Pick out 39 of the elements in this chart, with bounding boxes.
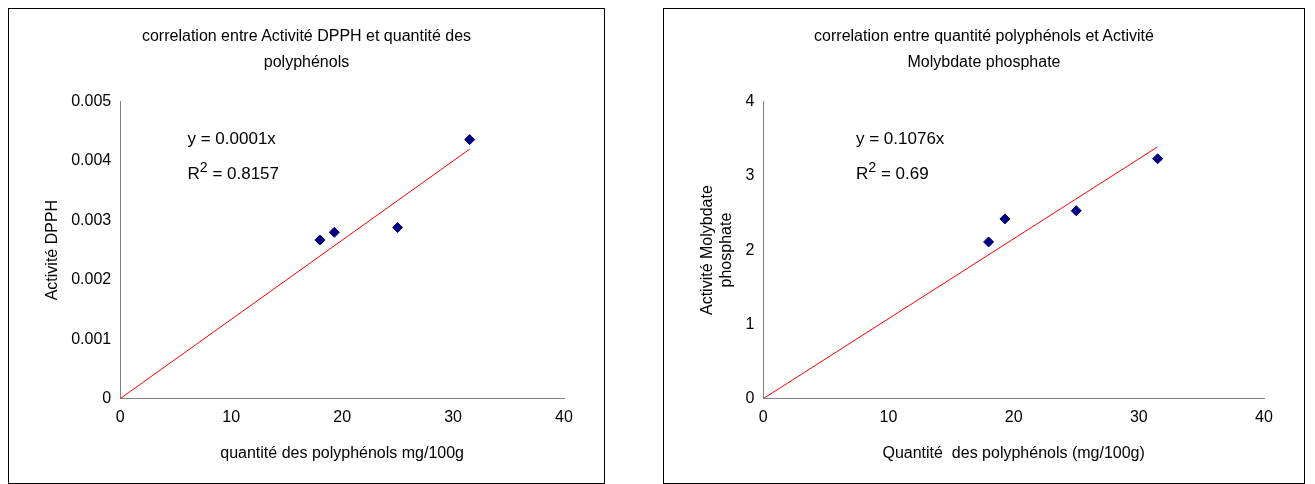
x-tick-label: 40 <box>555 407 573 425</box>
x-tick-label: 30 <box>1129 407 1148 425</box>
point <box>328 226 340 238</box>
y-tick-label: 0 <box>102 389 112 407</box>
point <box>464 134 476 146</box>
annotation: R$^{2}$ = 0.69 <box>856 159 929 184</box>
y-tick-label: 0.005 <box>71 92 112 110</box>
x-axis-title: quantité des polyphénols mg/100g <box>220 443 464 461</box>
x-tick-label: 40 <box>1255 407 1273 425</box>
x-axis-title: Quantité des polyphénols (mg/100g) <box>882 443 1145 461</box>
y-tick-label: 3 <box>745 166 755 184</box>
x-tick-label: 10 <box>222 407 241 425</box>
point <box>999 213 1011 225</box>
y-tick-label: 2 <box>745 240 755 258</box>
x-tick-label: 20 <box>1004 407 1023 425</box>
y-axis-title: Activité DPPH <box>43 199 61 301</box>
y-axis-title: Activité Molybdate phosphate <box>698 185 735 316</box>
y-tick-label: 0 <box>745 389 755 407</box>
y-tick-label: 0.003 <box>71 210 112 228</box>
x-tick-label: 30 <box>444 407 463 425</box>
point <box>983 236 995 248</box>
point <box>392 222 404 234</box>
annotation: R$^{2}$ = 0.8157 <box>187 159 280 184</box>
annotation: y = 0.0001x <box>187 129 276 149</box>
x-tick-label: 0 <box>115 407 125 425</box>
y-tick-label: 0.004 <box>71 151 112 169</box>
y-tick-label: 1 <box>745 314 755 332</box>
point <box>1070 205 1082 217</box>
chart-title: correlation entre Activité DPPH et quantité des polyphénols <box>140 26 473 72</box>
x-tick-label: 0 <box>758 407 768 425</box>
point <box>1152 153 1164 165</box>
y-tick-label: 4 <box>745 92 755 110</box>
x-tick-label: 20 <box>333 407 352 425</box>
x-tick-label: 10 <box>879 407 898 425</box>
y-tick-label: 0.002 <box>71 270 112 288</box>
chart-title: correlation entre quantité polyphénols et Activité Molybdate phosphate <box>813 26 1155 72</box>
y-tick-label: 0.001 <box>71 329 112 347</box>
annotation: y = 0.1076x <box>856 129 945 149</box>
point <box>314 234 326 246</box>
